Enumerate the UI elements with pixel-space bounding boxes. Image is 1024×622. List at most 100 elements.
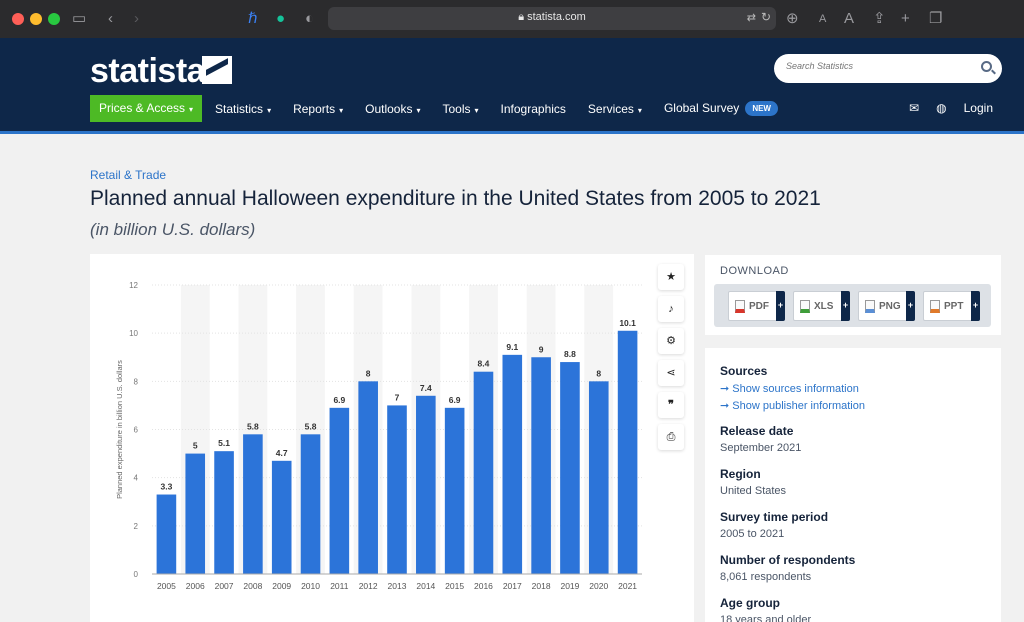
chevron-down-icon: ▾ bbox=[189, 105, 194, 114]
nav-global-survey[interactable]: Global Survey NEW bbox=[664, 101, 778, 116]
tab-overview-icon[interactable]: ❐ bbox=[929, 10, 943, 27]
data-label: 3.3 bbox=[160, 482, 172, 492]
extension-honey-icon[interactable]: ℏ bbox=[248, 10, 258, 27]
download-pdf-button[interactable]: PDF + bbox=[728, 291, 785, 321]
download-buttons: PDF + XLS + PNG + PPT + bbox=[714, 284, 991, 327]
plus-icon[interactable]: + bbox=[906, 291, 915, 321]
x-tick-label: 2006 bbox=[186, 581, 205, 591]
page-subtitle: (in billion U.S. dollars) bbox=[90, 220, 256, 239]
y-tick-label: 0 bbox=[134, 570, 139, 579]
close-window-button[interactable] bbox=[12, 13, 24, 25]
print-icon[interactable]: ⎙ bbox=[658, 424, 684, 450]
translate-icon[interactable]: ⇄ bbox=[746, 12, 756, 24]
x-tick-label: 2012 bbox=[359, 581, 378, 591]
minimize-window-button[interactable] bbox=[30, 13, 42, 25]
text-smaller-icon[interactable]: A bbox=[819, 13, 827, 25]
nav-services[interactable]: Services ▾ bbox=[587, 101, 642, 116]
y-tick-label: 8 bbox=[134, 377, 139, 386]
x-tick-label: 2017 bbox=[503, 581, 522, 591]
x-tick-label: 2007 bbox=[215, 581, 234, 591]
bar bbox=[156, 494, 177, 574]
download-xls-button[interactable]: XLS + bbox=[793, 291, 850, 321]
x-tick-label: 2013 bbox=[388, 581, 407, 591]
plus-icon[interactable]: + bbox=[776, 291, 785, 321]
nav-prices-access[interactable]: Prices & Access ▾ bbox=[90, 95, 203, 122]
login-link[interactable]: Login bbox=[963, 101, 993, 115]
y-tick-label: 10 bbox=[129, 329, 138, 338]
data-label: 8.8 bbox=[564, 349, 576, 359]
x-tick-label: 2008 bbox=[243, 581, 262, 591]
age-group-section: Age group 18 years and older bbox=[720, 596, 812, 622]
main-nav: Prices & Access ▾ Statistics ▾ Reports ▾ Ou… bbox=[90, 95, 800, 122]
bar bbox=[329, 407, 350, 574]
statistic-info-card: Sources ➞ Show sources information ➞ Sho… bbox=[705, 348, 1001, 622]
text-larger-icon[interactable]: A bbox=[844, 10, 855, 27]
nav-statistics[interactable]: Statistics ▾ bbox=[215, 101, 272, 116]
chevron-down-icon: ▾ bbox=[339, 105, 344, 115]
zoom-window-button[interactable] bbox=[48, 13, 60, 25]
plus-icon[interactable]: + bbox=[971, 291, 980, 321]
globe-icon[interactable]: ◍ bbox=[936, 101, 947, 115]
notification-bell-icon[interactable]: ♪ bbox=[658, 296, 684, 322]
share-icon[interactable]: ⇪ bbox=[873, 10, 886, 27]
category-link[interactable]: Retail & Trade bbox=[90, 168, 167, 182]
bar-chart: 0 2 4 6 8 10 12 Planned expenditure in billion … bbox=[115, 281, 642, 591]
nav-tools[interactable]: Tools ▾ bbox=[442, 101, 479, 116]
x-tick-label: 2018 bbox=[532, 581, 551, 591]
download-ppt-button[interactable]: PPT + bbox=[923, 291, 980, 321]
statista-logo[interactable]: statista bbox=[90, 52, 206, 90]
chevron-down-icon: ▾ bbox=[416, 105, 421, 115]
new-tab-icon[interactable]: + bbox=[901, 10, 910, 27]
x-tick-label: 2021 bbox=[618, 581, 637, 591]
back-icon[interactable]: ‹ bbox=[108, 10, 113, 27]
bar bbox=[444, 407, 465, 574]
bar bbox=[588, 381, 609, 574]
bar bbox=[358, 381, 378, 574]
sidebar-icon[interactable]: ▭ bbox=[72, 10, 87, 27]
nav-outlooks[interactable]: Outlooks ▾ bbox=[365, 101, 421, 116]
bar bbox=[271, 460, 292, 574]
y-axis-label: Planned expenditure in billion U.S. doll… bbox=[115, 360, 124, 499]
pdf-file-icon bbox=[735, 300, 745, 313]
bar bbox=[300, 434, 321, 574]
download-png-button[interactable]: PNG + bbox=[858, 291, 915, 321]
region-section: Region United States bbox=[720, 467, 787, 497]
privacy-shield-icon[interactable]: ◐ bbox=[305, 10, 315, 27]
statista-logo-mark[interactable] bbox=[202, 56, 232, 84]
x-tick-label: 2005 bbox=[157, 581, 176, 591]
cite-quote-icon[interactable]: ❞ bbox=[658, 392, 684, 418]
bar bbox=[473, 371, 494, 574]
chart-card: 0 2 4 6 8 10 12 Planned expenditure in billion … bbox=[90, 254, 694, 622]
nav-reports[interactable]: Reports ▾ bbox=[293, 101, 344, 116]
show-sources-link[interactable]: ➞ Show sources information bbox=[720, 383, 859, 395]
lock-icon: 🔒︎ bbox=[518, 11, 528, 23]
extension-grammarly-icon[interactable]: ● bbox=[276, 10, 286, 27]
share-icon[interactable]: ⋖ bbox=[658, 360, 684, 386]
bar bbox=[214, 451, 234, 574]
data-label: 7.4 bbox=[420, 383, 432, 393]
url-text: 🔒︎ statista.com bbox=[518, 11, 586, 23]
download-card: DOWNLOAD PDF + XLS + PNG + PPT + bbox=[705, 255, 1001, 335]
favorite-star-icon[interactable]: ★ bbox=[658, 264, 684, 290]
png-file-icon bbox=[865, 300, 875, 313]
search-icon[interactable] bbox=[981, 61, 992, 72]
show-publisher-link[interactable]: ➞ Show publisher information bbox=[720, 400, 865, 412]
y-tick-label: 2 bbox=[134, 522, 139, 531]
download-icon[interactable]: ⊕ bbox=[786, 10, 799, 27]
forward-icon[interactable]: › bbox=[134, 10, 139, 27]
data-label: 9 bbox=[539, 344, 544, 354]
data-label: 8 bbox=[596, 368, 601, 378]
page-title: Planned annual Halloween expenditure in … bbox=[90, 187, 821, 210]
data-label: 8 bbox=[366, 368, 371, 378]
plus-icon[interactable]: + bbox=[841, 291, 850, 321]
chevron-down-icon: ▾ bbox=[637, 105, 642, 115]
bar bbox=[387, 405, 407, 574]
data-label: 7 bbox=[395, 392, 400, 402]
nav-infographics[interactable]: Infographics bbox=[500, 101, 566, 116]
settings-gear-icon[interactable]: ⚙ bbox=[658, 328, 684, 354]
search-input[interactable] bbox=[786, 61, 976, 71]
reload-icon[interactable]: ↻ bbox=[760, 10, 771, 24]
mail-icon[interactable]: ✉ bbox=[909, 101, 920, 115]
address-bar[interactable]: 🔒︎ statista.com ⇄ ↻ bbox=[328, 7, 776, 30]
bar bbox=[502, 354, 523, 574]
